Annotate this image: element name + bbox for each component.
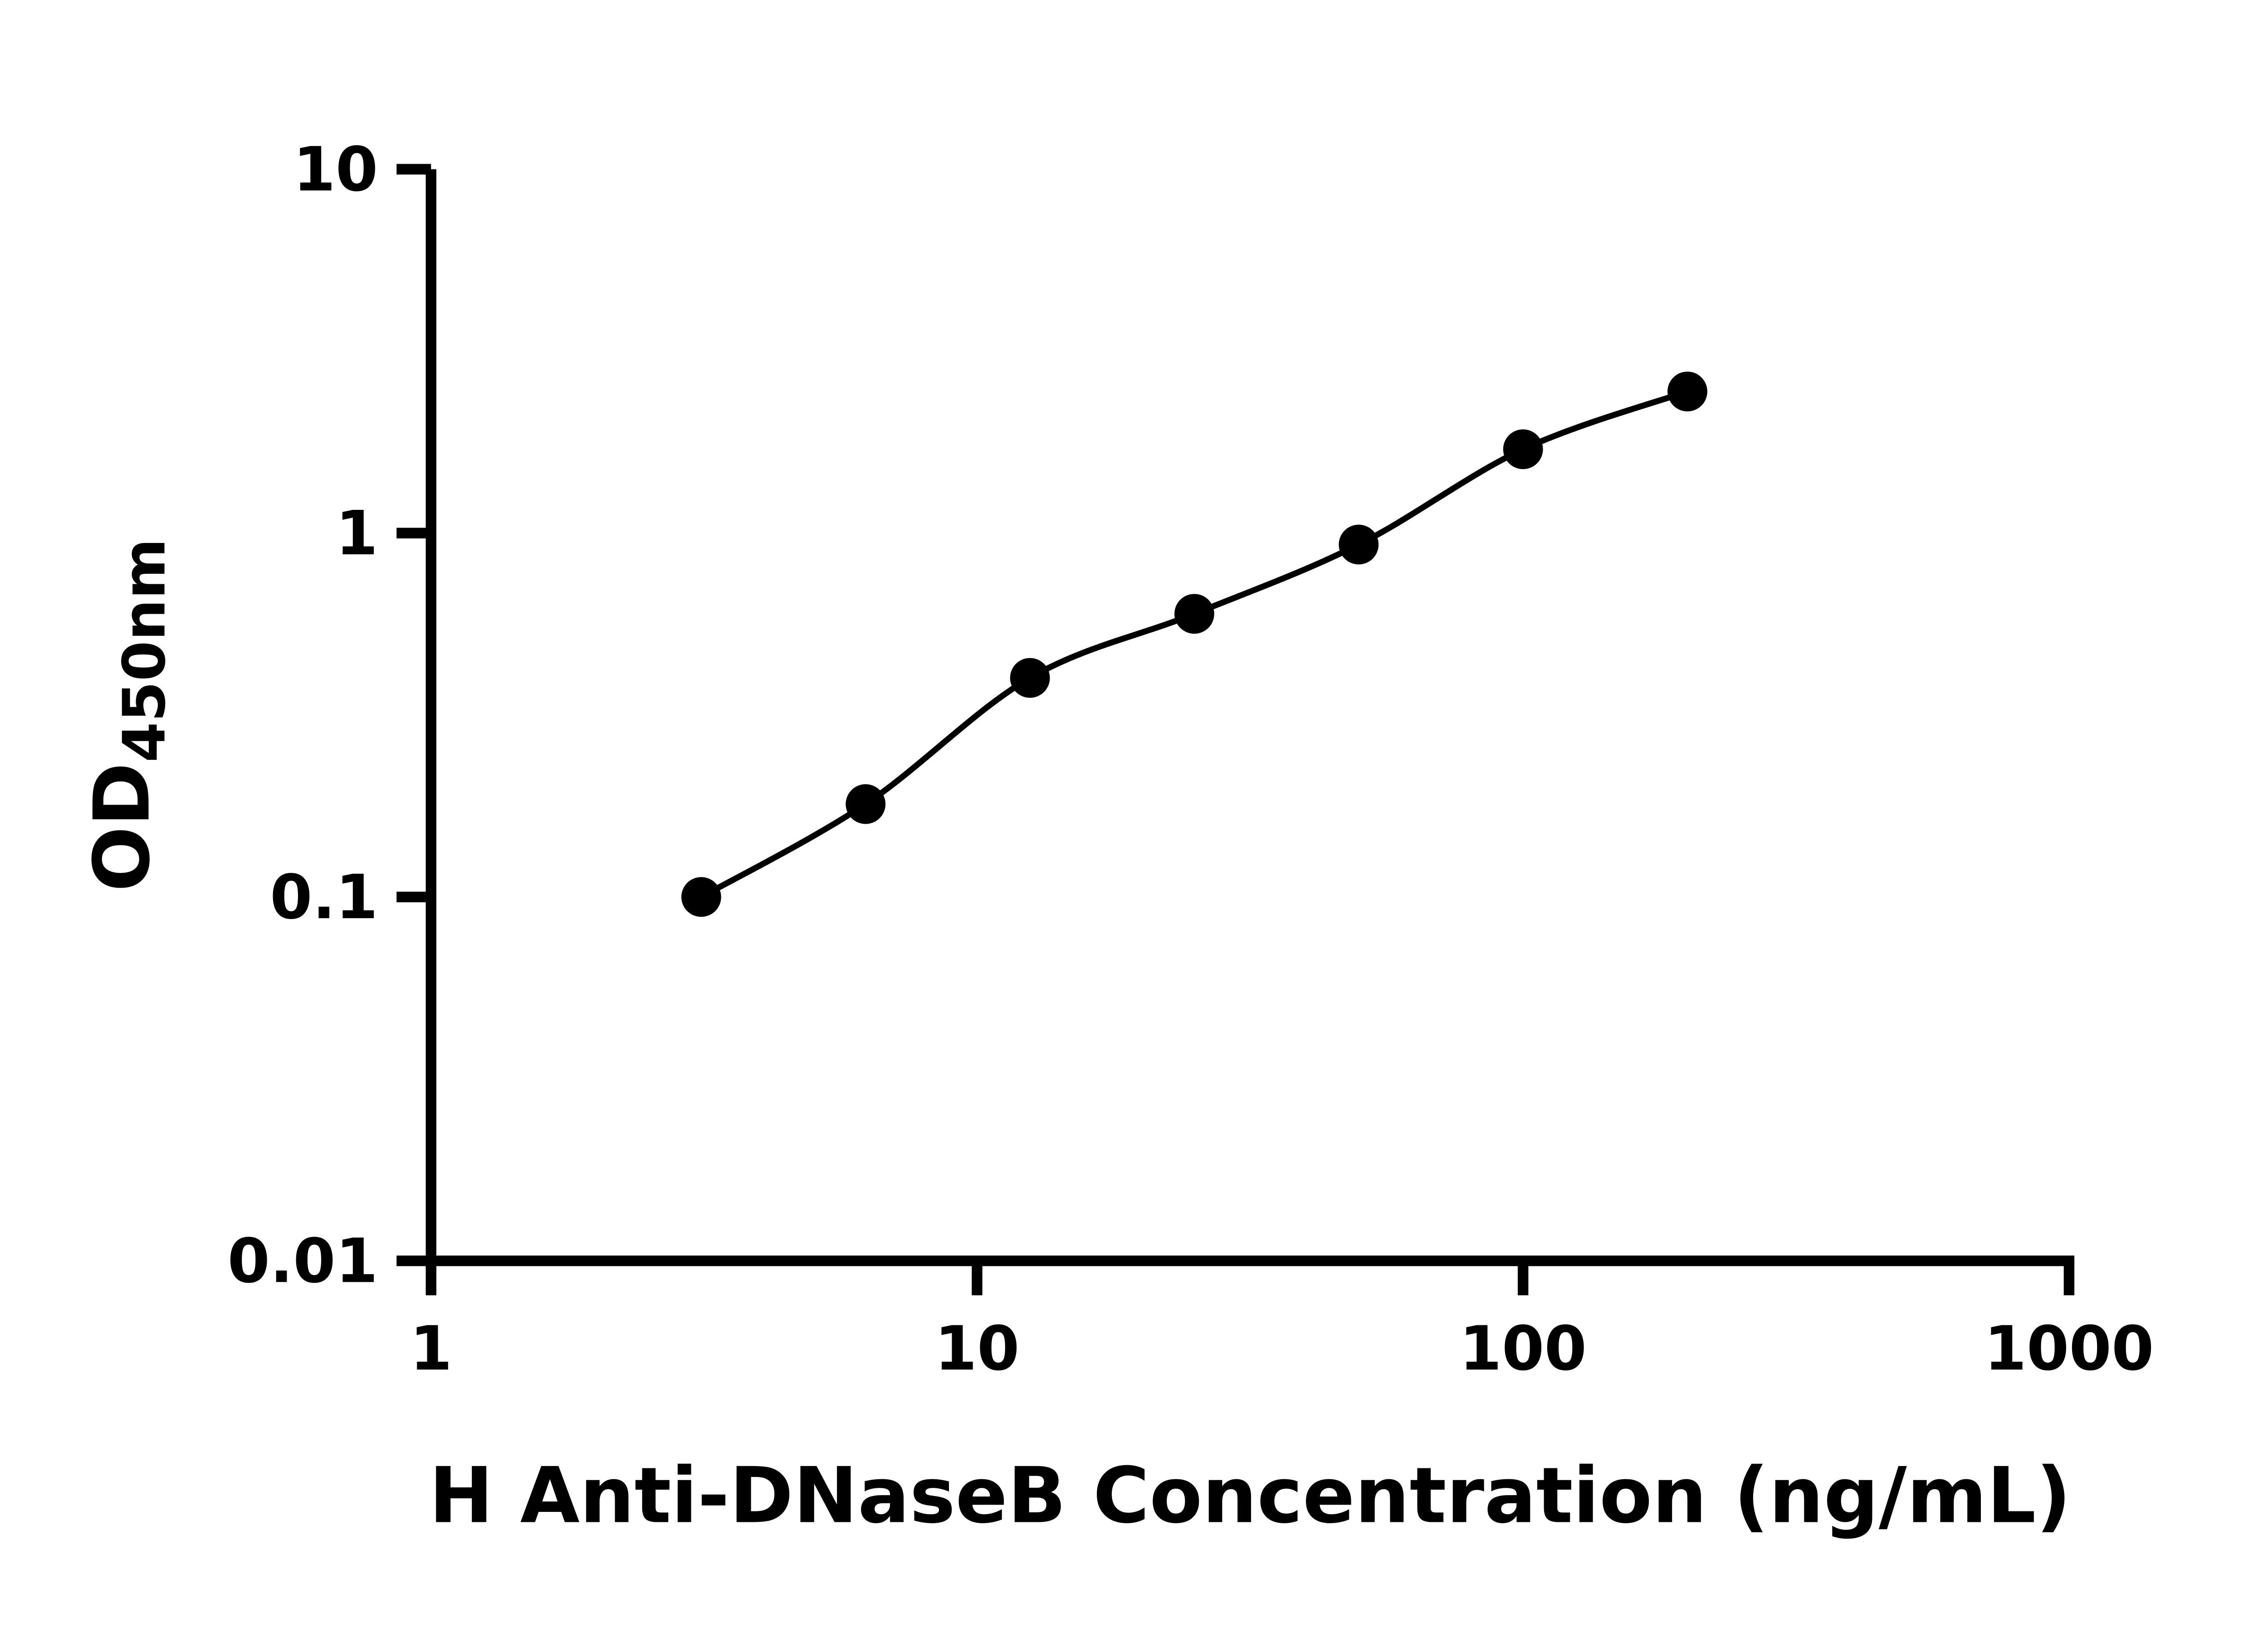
x-axis-title: H Anti-DNaseB Concentration (ng/mL) <box>429 1451 2071 1540</box>
x-tick-label: 1000 <box>1984 1313 2154 1384</box>
y-tick-label: 10 <box>293 134 378 205</box>
x-tick-label: 100 <box>1459 1313 1587 1384</box>
data-point-marker <box>681 877 721 917</box>
data-point-marker <box>846 784 886 824</box>
y-tick-label: 0.1 <box>270 861 378 933</box>
data-point-marker <box>1503 429 1543 469</box>
y-tick-label: 0.01 <box>227 1225 378 1296</box>
data-point-marker <box>1174 594 1214 634</box>
y-tick-label: 1 <box>336 498 378 569</box>
y-axis-title: OD450nm <box>77 538 178 892</box>
data-point-marker <box>1010 658 1050 698</box>
fit-curve <box>699 388 1689 900</box>
data-point-marker <box>1339 524 1379 565</box>
x-tick-label: 10 <box>934 1313 1019 1384</box>
x-tick-label: 1 <box>410 1313 452 1384</box>
data-point-marker <box>1667 372 1707 411</box>
